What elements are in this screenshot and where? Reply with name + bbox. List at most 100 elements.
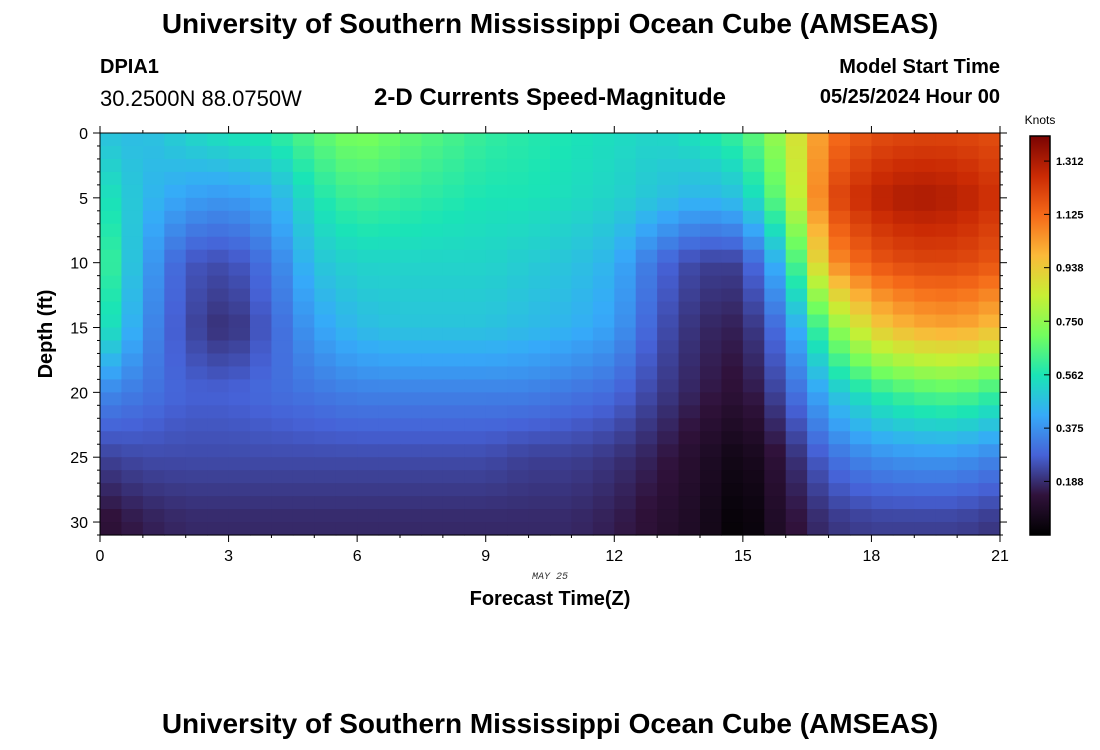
heatmap-cell	[614, 249, 637, 264]
heatmap-cell	[957, 236, 980, 251]
heatmap-cell	[914, 353, 937, 368]
heatmap-cell	[785, 210, 808, 225]
heatmap-cell	[271, 275, 294, 290]
heatmap-cell	[250, 418, 273, 432]
heatmap-cell	[164, 496, 187, 510]
heatmap-cell	[528, 444, 551, 458]
heatmap-cell	[207, 197, 230, 212]
heatmap-cell	[678, 470, 701, 484]
heatmap-cell	[892, 470, 915, 484]
heatmap-cell	[142, 457, 165, 471]
heatmap-cell	[207, 366, 230, 380]
heatmap-cell	[871, 197, 894, 212]
heatmap-cell	[935, 184, 958, 199]
heatmap-cell	[185, 457, 208, 471]
heatmap-cell	[871, 522, 894, 536]
heatmap-cell	[721, 431, 744, 445]
heatmap-cell	[142, 444, 165, 458]
y-axis-title: Depth (ft)	[35, 290, 57, 379]
heatmap-cell	[164, 171, 187, 186]
heatmap-cell	[400, 457, 423, 471]
heatmap-cell	[250, 223, 273, 238]
heatmap-cell	[250, 470, 273, 484]
heatmap-cell	[742, 133, 765, 147]
heatmap-cell	[185, 145, 208, 160]
heatmap-cell	[828, 301, 851, 316]
heatmap-cell	[250, 431, 273, 445]
heatmap-cell	[871, 353, 894, 368]
heatmap-cell	[785, 145, 808, 160]
heatmap-cell	[292, 509, 315, 523]
heatmap-cell	[207, 483, 230, 497]
heatmap-cell	[378, 236, 401, 251]
heatmap-cell	[850, 431, 873, 445]
heatmap-cell	[957, 301, 980, 316]
heatmap-cell	[828, 509, 851, 523]
heatmap-cell	[764, 522, 787, 536]
heatmap-cell	[121, 262, 144, 277]
heatmap-cell	[228, 145, 251, 160]
heatmap-cell	[935, 431, 958, 445]
heatmap-cell	[314, 275, 337, 290]
heatmap-cell	[742, 418, 765, 432]
heatmap-cell	[250, 236, 273, 251]
heatmap-cell	[635, 366, 658, 380]
colorbar-ticks: 0.188 0.375 0.562 0.750 0.938 1.125 1.312	[1044, 156, 1084, 488]
heatmap-cell	[185, 288, 208, 303]
heatmap-cell	[185, 470, 208, 484]
heatmap-cell	[121, 405, 144, 419]
heatmap-cell	[464, 327, 487, 342]
heatmap-cell	[185, 392, 208, 406]
heatmap-cell	[228, 210, 251, 225]
heatmap-cell	[250, 262, 273, 277]
heatmap-cell	[550, 133, 573, 147]
heatmap-cell	[335, 184, 358, 199]
heatmap-cell	[464, 133, 487, 147]
heatmap-cell	[250, 483, 273, 497]
heatmap-cell	[678, 145, 701, 160]
heatmap-cell	[421, 444, 444, 458]
heatmap-cell	[464, 457, 487, 471]
heatmap-cell	[292, 366, 315, 380]
heatmap-cell	[592, 522, 615, 536]
heatmap-cell	[142, 431, 165, 445]
heatmap-cell	[635, 496, 658, 510]
heatmap-cell	[828, 184, 851, 199]
heatmap-cell	[357, 197, 380, 212]
heatmap-cell	[507, 353, 530, 368]
heatmap-cell	[614, 158, 637, 173]
heatmap-cell	[635, 392, 658, 406]
heatmap-cell	[785, 366, 808, 380]
heatmap-cell	[785, 262, 808, 277]
heatmap-cell	[657, 262, 680, 277]
footer-title: University of Southern Mississippi Ocean…	[161, 708, 939, 739]
heatmap-cell	[764, 431, 787, 445]
heatmap-cell	[442, 197, 465, 212]
heatmap-cell	[357, 145, 380, 160]
heatmap-cell	[742, 223, 765, 238]
heatmap-cell	[528, 301, 551, 316]
heatmap-cell	[400, 236, 423, 251]
x-tick-label: 9	[481, 548, 490, 565]
y-tick-label: 15	[70, 321, 88, 338]
heatmap-cell	[807, 509, 830, 523]
heatmap-cell	[785, 483, 808, 497]
heatmap-cell	[271, 184, 294, 199]
heatmap-cell	[828, 275, 851, 290]
heatmap-cell	[421, 197, 444, 212]
heatmap-cell	[271, 340, 294, 355]
heatmap-cell	[485, 496, 508, 510]
heatmap-cell	[700, 418, 723, 432]
heatmap-cell	[764, 171, 787, 186]
heatmap-cell	[335, 275, 358, 290]
heatmap-cell	[614, 457, 637, 471]
heatmap-cell	[164, 301, 187, 316]
heatmap-cell	[357, 236, 380, 251]
heatmap-cell	[378, 418, 401, 432]
heatmap-cell	[207, 314, 230, 329]
heatmap-cell	[657, 275, 680, 290]
heatmap-cell	[292, 288, 315, 303]
heatmap-cell	[378, 522, 401, 536]
heatmap-cell	[464, 275, 487, 290]
heatmap-cell	[850, 275, 873, 290]
